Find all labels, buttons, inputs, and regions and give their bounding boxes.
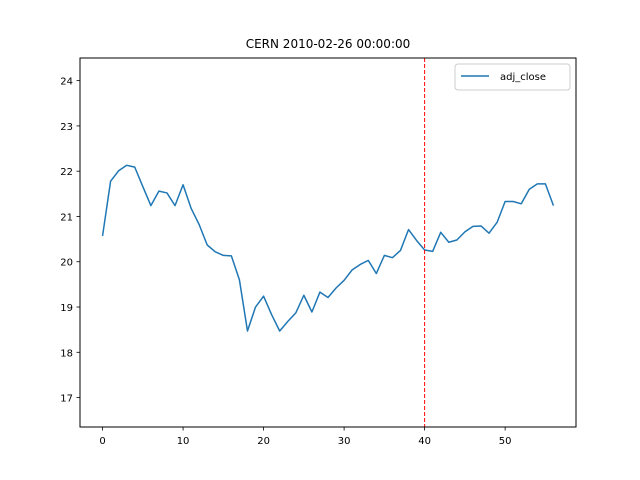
x-tick-label: 0: [99, 436, 105, 447]
data-point: [399, 249, 402, 252]
data-point: [520, 202, 523, 205]
x-tick-label: 20: [257, 436, 270, 447]
y-tick-label: 20: [60, 258, 73, 269]
data-point: [109, 180, 112, 183]
x-tick-label: 50: [499, 436, 512, 447]
data-point: [407, 228, 410, 231]
data-point: [302, 294, 305, 297]
legend: adj_close: [454, 63, 571, 91]
data-point: [141, 185, 144, 188]
series-line-adj-close: [101, 164, 555, 332]
legend-box: [454, 63, 571, 91]
data-point: [367, 259, 370, 262]
data-point: [101, 234, 104, 237]
data-point: [359, 263, 362, 266]
axes-frame: [79, 57, 577, 428]
data-point: [270, 313, 273, 316]
legend-label: adj_close: [500, 72, 546, 83]
data-point: [286, 320, 289, 323]
data-point: [165, 191, 168, 194]
data-point: [157, 190, 160, 193]
data-point: [230, 254, 233, 257]
data-point: [246, 330, 249, 333]
data-point: [262, 295, 265, 298]
data-point: [149, 204, 152, 207]
data-point: [206, 243, 209, 246]
data-point: [222, 254, 225, 257]
data-point: [190, 207, 193, 210]
y-tick-label: 18: [60, 348, 73, 359]
data-point: [198, 223, 201, 226]
data-point: [544, 182, 547, 185]
y-tick-label: 22: [60, 167, 73, 178]
data-point: [552, 204, 555, 207]
data-point: [471, 225, 474, 228]
data-point: [447, 241, 450, 244]
plot-area: [101, 58, 555, 427]
data-point: [310, 311, 313, 314]
y-tick-label: 23: [60, 122, 73, 133]
data-point: [343, 279, 346, 282]
y-axis: 17 18 19 20 21 22 23 24: [60, 77, 80, 405]
y-tick-label: 19: [60, 303, 73, 314]
data-point: [431, 250, 434, 253]
chart-title: CERN 2010-02-26 00:00:00: [246, 37, 411, 51]
data-point: [318, 291, 321, 294]
data-point: [528, 188, 531, 191]
data-point: [383, 254, 386, 257]
data-point: [391, 256, 394, 259]
data-point: [504, 200, 507, 203]
x-tick-label: 30: [338, 436, 351, 447]
data-point: [117, 169, 120, 172]
data-point: [335, 287, 338, 290]
x-tick-label: 10: [177, 436, 190, 447]
y-tick-label: 24: [60, 77, 73, 88]
data-point: [479, 224, 482, 227]
data-point: [174, 204, 177, 207]
x-tick-label: 40: [418, 436, 431, 447]
data-point: [439, 231, 442, 234]
data-point: [351, 268, 354, 271]
data-point: [182, 183, 185, 186]
data-point: [455, 239, 458, 242]
data-point: [238, 278, 241, 281]
data-point: [463, 230, 466, 233]
data-point: [415, 239, 418, 242]
data-point: [214, 250, 217, 253]
data-point: [375, 272, 378, 275]
x-axis: 0 10 20 30 40 50: [99, 427, 512, 447]
y-tick-label: 17: [60, 394, 73, 405]
data-point: [327, 296, 330, 299]
data-point: [125, 164, 128, 167]
y-tick-label: 21: [60, 212, 73, 223]
data-point: [133, 166, 136, 169]
data-point: [496, 221, 499, 224]
data-point: [512, 200, 515, 203]
data-point: [488, 232, 491, 235]
data-point: [294, 311, 297, 314]
data-point: [278, 330, 281, 333]
data-point: [536, 182, 539, 185]
data-point: [254, 306, 257, 309]
